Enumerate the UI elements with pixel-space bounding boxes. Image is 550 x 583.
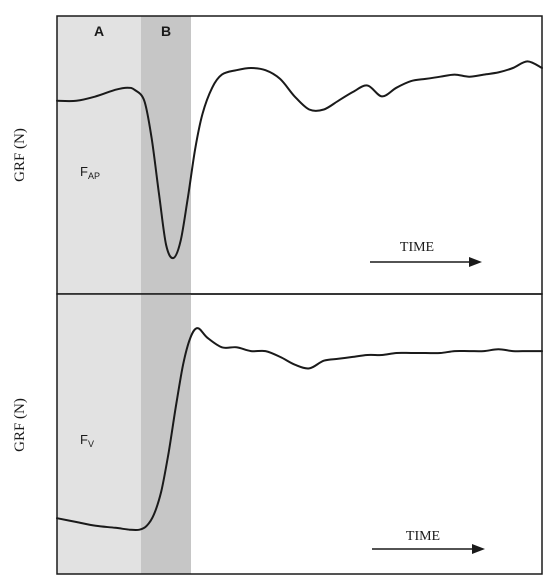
time-arrow-icon: [370, 257, 482, 267]
force-subscript: V: [88, 439, 94, 449]
vertical-force-trace: [56, 327, 543, 532]
time-arrow-icon: [372, 544, 485, 554]
force-label: FV: [80, 432, 94, 449]
phase-a-region: [57, 16, 141, 294]
force-symbol: F: [80, 432, 88, 447]
phase-b-region: [141, 16, 191, 294]
panel-vertical: FV GRF (N) TIME: [12, 293, 543, 575]
force-label: FAP: [80, 164, 100, 181]
phase-b-region: [141, 294, 191, 574]
force-symbol: F: [80, 164, 88, 179]
phase-a-label: A: [94, 23, 104, 39]
phase-a-region: [57, 294, 141, 574]
ap-force-trace: [56, 60, 543, 260]
phase-b-label: B: [161, 23, 171, 39]
y-axis-label: GRF (N): [12, 398, 28, 452]
plot-frame: [56, 293, 543, 575]
panel-ap: A B FAP GRF (N) TIME: [12, 15, 543, 295]
force-subscript: AP: [88, 171, 100, 181]
time-label: TIME: [406, 529, 440, 544]
y-axis-label: GRF (N): [12, 128, 28, 182]
time-label: TIME: [400, 240, 434, 255]
